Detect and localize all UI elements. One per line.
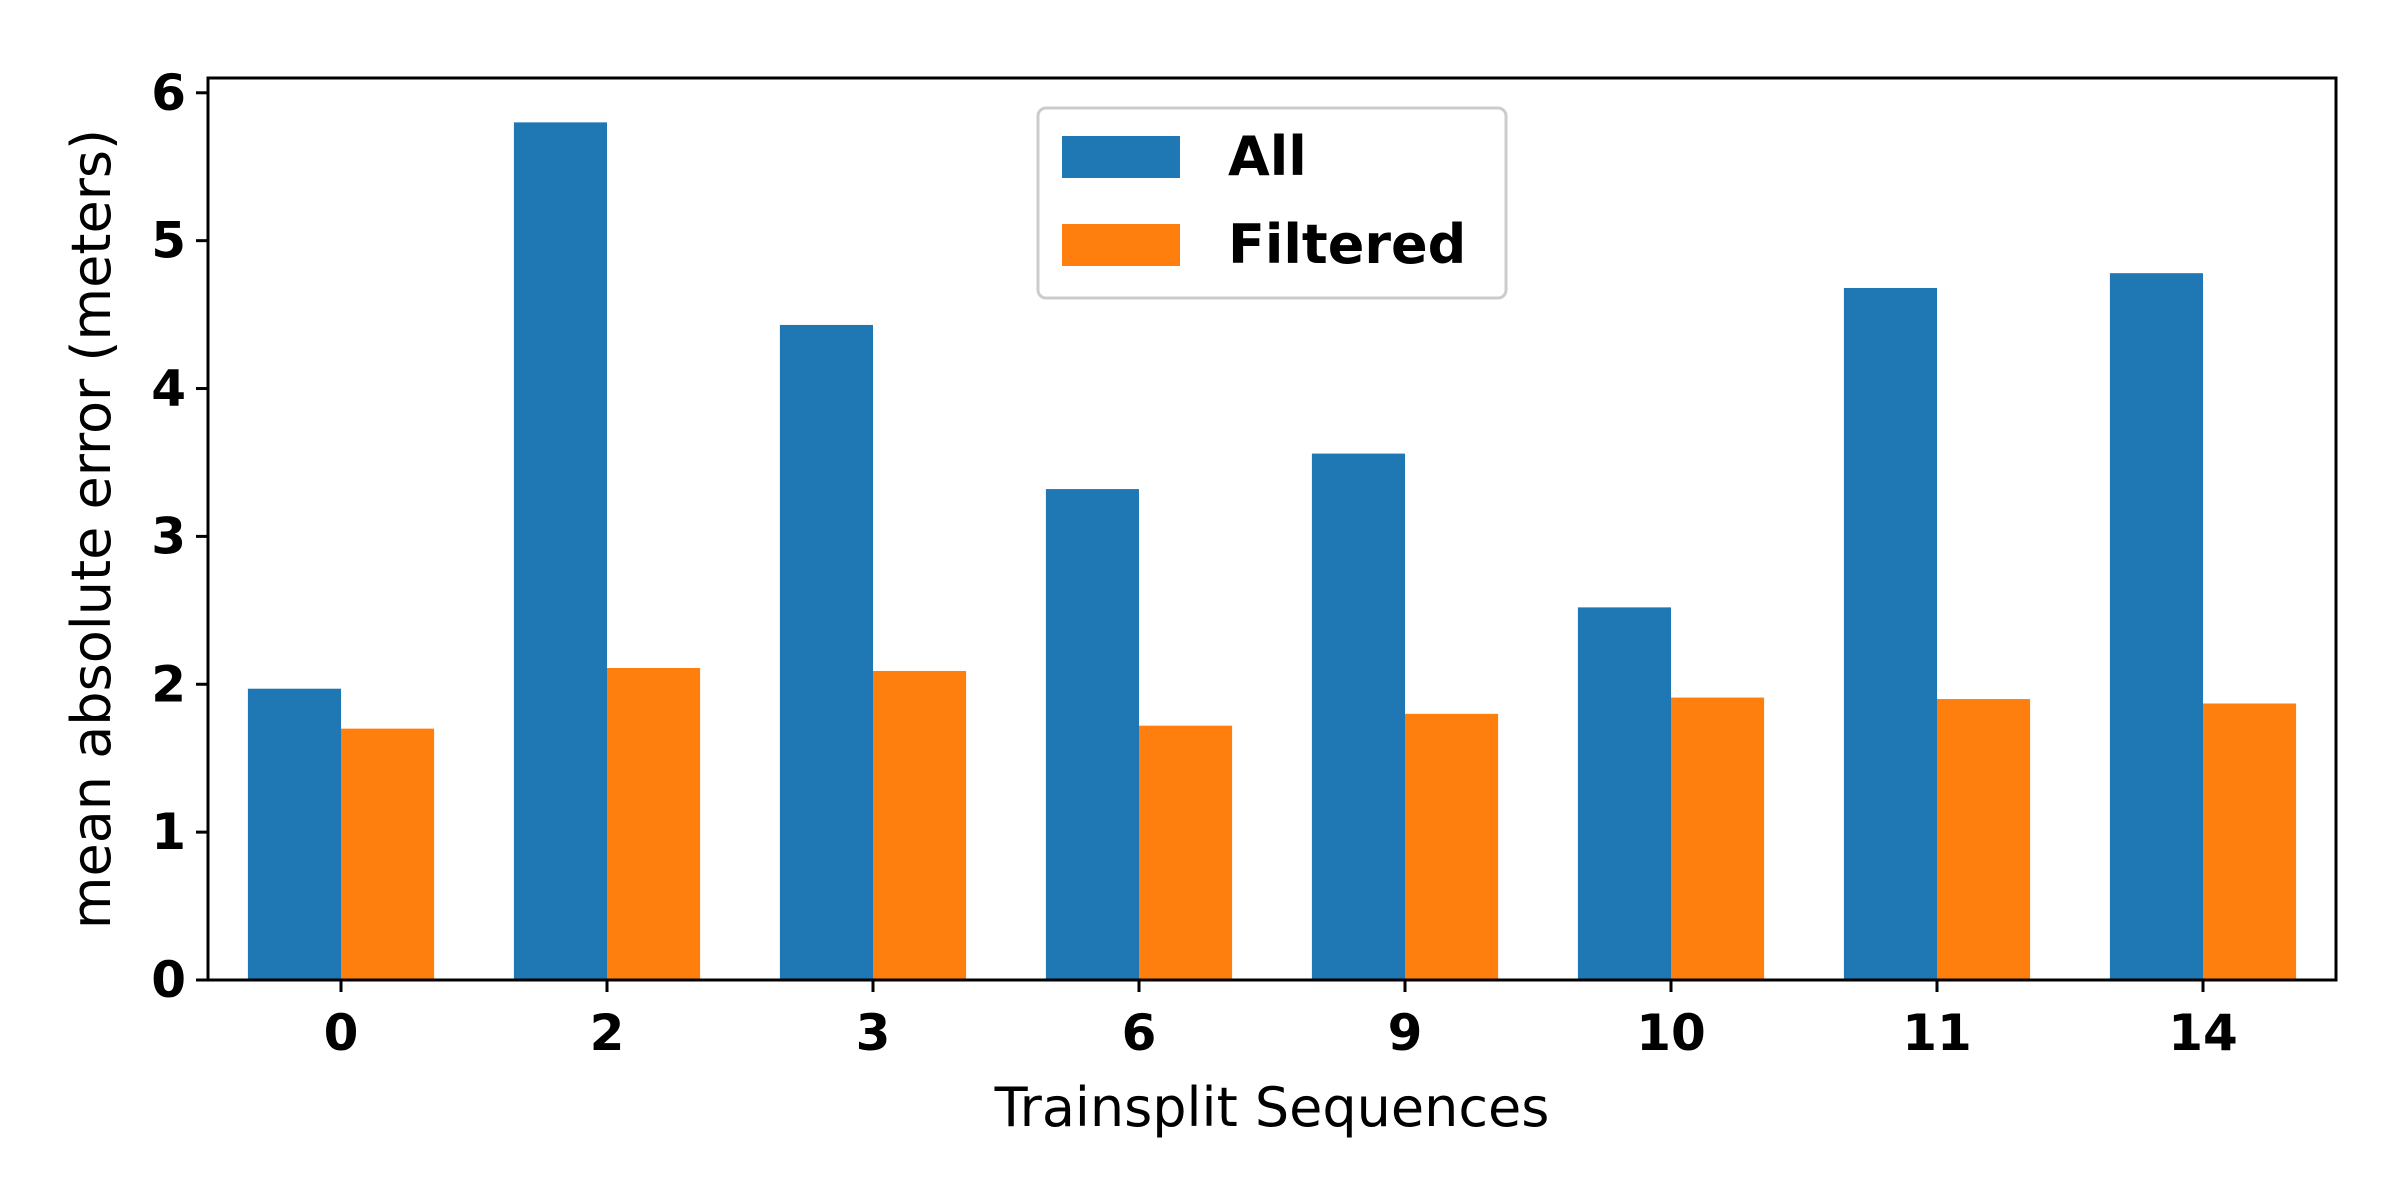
bar-filtered-3 bbox=[873, 670, 967, 980]
y-tick-label: 0 bbox=[151, 951, 186, 1009]
x-axis-label: Trainsplit Sequences bbox=[994, 1076, 1550, 1139]
bar-all-3 bbox=[779, 324, 873, 980]
legend-swatch-all bbox=[1062, 136, 1180, 178]
bar-all-14 bbox=[2109, 273, 2203, 980]
bar-filtered-14 bbox=[2203, 703, 2297, 980]
bar-all-0 bbox=[247, 688, 341, 980]
y-tick-label: 6 bbox=[151, 64, 186, 122]
x-tick-label: 9 bbox=[1388, 1004, 1423, 1062]
bar-all-11 bbox=[1843, 287, 1937, 981]
x-tick-label: 11 bbox=[1902, 1004, 1972, 1062]
bar-filtered-0 bbox=[341, 728, 435, 980]
x-axis-ticks: 0 2 3 6 9 10 11 14 bbox=[324, 980, 2238, 1062]
bar-filtered-11 bbox=[1937, 699, 2031, 980]
y-tick-label: 1 bbox=[151, 803, 186, 861]
x-tick-label: 6 bbox=[1122, 1004, 1157, 1062]
bar-filtered-10 bbox=[1671, 697, 1765, 980]
bar-all-2 bbox=[513, 122, 607, 980]
bar-filtered-2 bbox=[607, 667, 701, 980]
bars-group bbox=[247, 122, 2297, 981]
bar-all-10 bbox=[1577, 607, 1671, 980]
y-axis-ticks: 0 1 2 3 4 5 6 bbox=[151, 64, 208, 1009]
x-tick-label: 2 bbox=[590, 1004, 625, 1062]
x-tick-label: 14 bbox=[2168, 1004, 2238, 1062]
legend: All Filtered bbox=[1036, 106, 1508, 300]
x-tick-label: 10 bbox=[1636, 1004, 1706, 1062]
bar-all-9 bbox=[1311, 453, 1405, 980]
bar-filtered-9 bbox=[1405, 713, 1499, 980]
legend-swatch-filtered bbox=[1062, 224, 1180, 266]
legend-label-all: All bbox=[1228, 125, 1307, 188]
legend-label-filtered: Filtered bbox=[1228, 213, 1466, 276]
y-tick-label: 2 bbox=[151, 655, 186, 713]
y-axis-label: mean absolute error (meters) bbox=[60, 129, 123, 929]
bar-filtered-6 bbox=[1139, 725, 1233, 980]
y-tick-label: 3 bbox=[151, 507, 186, 565]
plot-frame bbox=[206, 76, 2338, 982]
y-tick-label: 4 bbox=[151, 360, 186, 418]
y-tick-label: 5 bbox=[151, 212, 186, 270]
x-tick-label: 0 bbox=[324, 1004, 359, 1062]
x-tick-label: 3 bbox=[856, 1004, 891, 1062]
bar-all-6 bbox=[1045, 489, 1139, 980]
